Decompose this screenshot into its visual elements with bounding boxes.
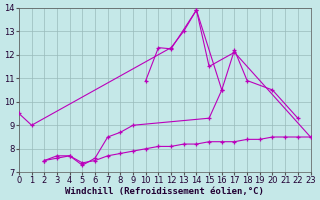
X-axis label: Windchill (Refroidissement éolien,°C): Windchill (Refroidissement éolien,°C) (65, 187, 264, 196)
